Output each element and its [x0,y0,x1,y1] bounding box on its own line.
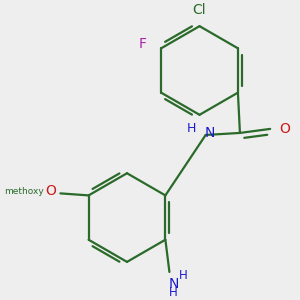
Text: F: F [139,37,147,51]
Text: O: O [45,184,56,198]
Text: O: O [279,122,290,136]
Text: H: H [179,269,188,283]
Text: H: H [169,286,178,298]
Text: N: N [168,277,178,291]
Text: methoxy: methoxy [4,187,44,196]
Text: H: H [187,122,196,135]
Text: N: N [205,126,215,140]
Text: Cl: Cl [193,3,206,17]
